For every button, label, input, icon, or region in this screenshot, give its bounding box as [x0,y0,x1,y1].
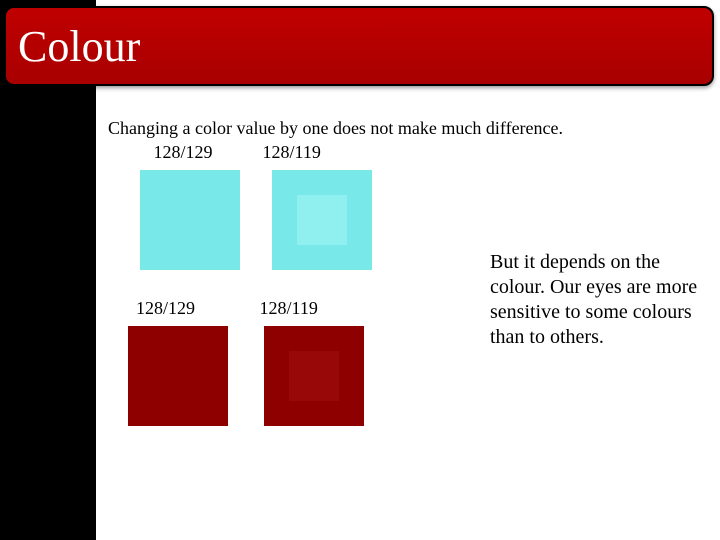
swatch-cyan-1-inner [165,195,215,245]
row1-labels: 128/129 128/119 [108,142,373,163]
swatch-red-2-outer [264,326,364,426]
swatch-cyan-1-outer [140,170,240,270]
swatch-red-2-inner [289,351,339,401]
title-bar: Colour [4,6,714,86]
side-note: But it depends on the colour. Our eyes a… [490,250,718,350]
swatch-cyan-2-inner [297,195,347,245]
intro-text: Changing a color value by one does not m… [108,118,563,139]
row1-label-a: 128/129 [108,142,258,163]
swatch-cyan-2-outer [272,170,372,270]
row1-label-b: 128/119 [263,142,373,163]
row2-labels: 128/129 128/119 [136,298,318,319]
row2-label-a: 128/129 [136,298,195,319]
row2-label-b: 128/119 [260,298,318,319]
swatch-red-1-outer [128,326,228,426]
swatch-red-1-inner [153,351,203,401]
slide-title: Colour [18,21,140,72]
